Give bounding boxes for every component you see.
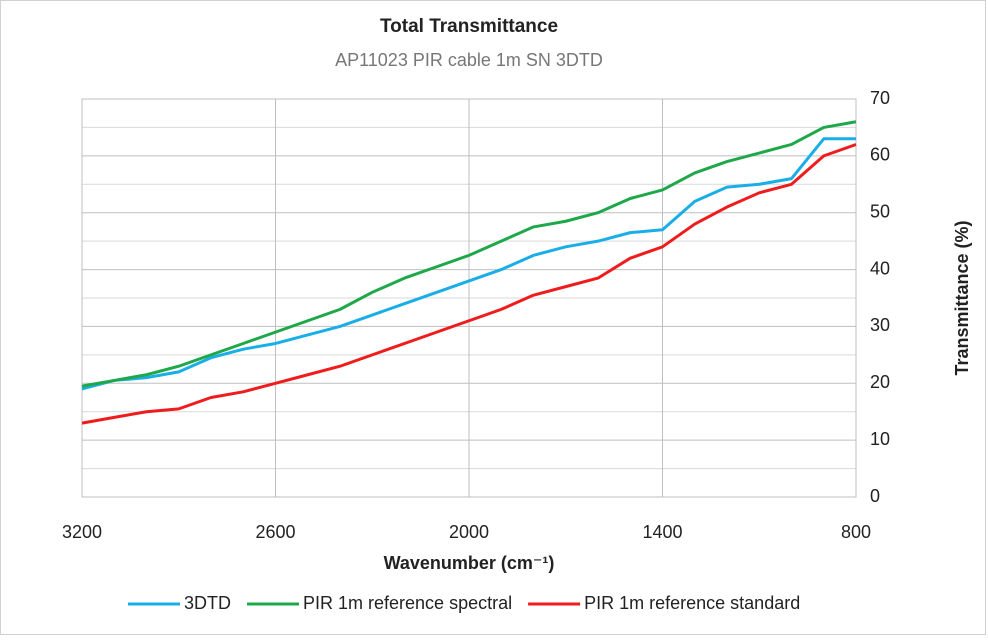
x-tick-label: 2600: [255, 522, 295, 542]
y-tick-label: 10: [870, 429, 890, 449]
x-tick-label: 2000: [449, 522, 489, 542]
x-tick-label: 3200: [62, 522, 102, 542]
x-tick-label: 800: [841, 522, 871, 542]
series-line: [81, 143, 857, 425]
y-tick-label: 60: [870, 145, 890, 165]
y-tick-label: 0: [870, 486, 880, 506]
y-tick-label: 20: [870, 372, 890, 392]
x-axis-label: Wavenumber (cm⁻¹): [384, 553, 555, 573]
y-tick-label: 70: [870, 88, 890, 108]
series-line: [81, 120, 857, 388]
legend-label: PIR 1m reference standard: [584, 593, 800, 613]
plot-border: [81, 98, 857, 498]
y-tick-label: 30: [870, 315, 890, 335]
y-tick-label: 40: [870, 258, 890, 278]
legend-label: PIR 1m reference spectral: [303, 593, 512, 613]
series-line: [81, 137, 856, 391]
y-tick-label: 50: [870, 201, 890, 221]
legend-label: 3DTD: [184, 593, 231, 613]
chart-title: Total Transmittance: [380, 16, 558, 37]
y-axis-label: Transmittance (%): [952, 220, 972, 375]
chart-subtitle: AP11023 PIR cable 1m SN 3DTD: [335, 50, 603, 70]
x-tick-label: 1400: [642, 522, 682, 542]
